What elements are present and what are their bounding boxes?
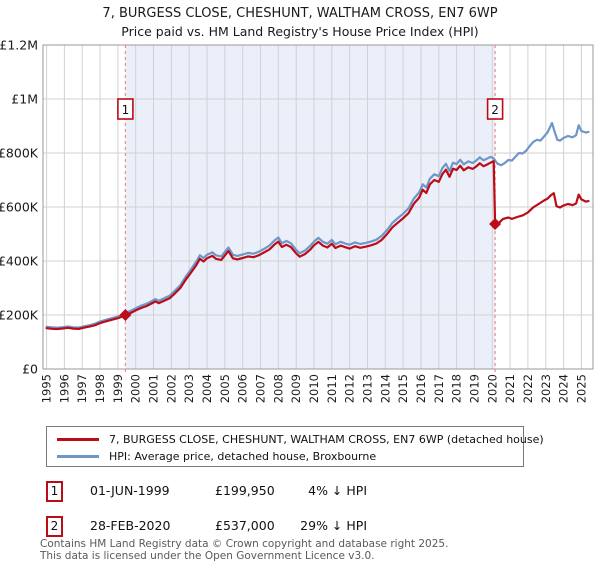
y-tick-label: £200K [0,308,39,323]
x-tick-label: 1997 [75,374,89,403]
event-1-hpi-delta: 4% ↓ HPI [267,483,367,498]
footer-line-1: Contains HM Land Registry data © Crown c… [40,539,448,551]
x-tick-label: 2004 [200,374,214,403]
x-tick-label: 2015 [396,374,410,403]
x-tick-label: 2025 [574,374,588,403]
event-2-marker: 2 [46,516,63,537]
x-tick-label: 2006 [236,374,250,403]
footer-line-2: This data is licensed under the Open Gov… [40,551,448,562]
x-tick-label: 2010 [307,374,321,403]
x-tick-label: 2002 [164,374,178,403]
legend-label-hpi: HPI: Average price, detached house, Brox… [109,450,376,463]
sale-marker-number: 2 [491,103,499,117]
x-tick-label: 2003 [182,374,196,403]
legend-label-property: 7, BURGESS CLOSE, CHESHUNT, WALTHAM CROS… [109,433,544,446]
license-footer: Contains HM Land Registry data © Crown c… [40,539,448,562]
legend-item-property: 7, BURGESS CLOSE, CHESHUNT, WALTHAM CROS… [57,431,523,448]
sale-marker-number: 1 [122,103,130,117]
x-tick-label: 2021 [503,374,517,403]
y-tick-label: £600K [0,200,39,215]
x-tick-label: 2017 [432,374,446,403]
x-tick-label: 2014 [378,374,392,403]
property-line-swatch [57,438,99,441]
y-tick-label: £1M [11,92,38,107]
hpi-line-swatch [57,455,99,458]
sale-event-row-2: 2 28-FEB-2020 £537,000 29% ↓ HPI [46,516,586,538]
event-2-hpi-delta: 29% ↓ HPI [267,518,367,533]
x-tick-label: 2001 [147,374,161,403]
legend-item-hpi: HPI: Average price, detached house, Brox… [57,448,523,465]
x-tick-label: 1999 [111,374,125,403]
event-1-price: £199,950 [215,483,275,498]
x-tick-label: 1996 [57,374,71,403]
x-tick-label: 2009 [289,374,303,403]
x-tick-label: 2020 [485,374,499,403]
x-tick-label: 2022 [521,374,535,403]
x-tick-label: 2023 [539,374,553,403]
y-tick-label: £400K [0,254,39,269]
x-tick-label: 2000 [129,374,143,403]
x-tick-label: 2013 [361,374,375,403]
event-1-marker: 1 [46,481,63,502]
x-tick-label: 2012 [343,374,357,403]
x-tick-label: 2011 [325,374,339,403]
x-tick-label: 2018 [450,374,464,403]
x-tick-label: 1995 [40,374,54,403]
y-tick-label: £1.2M [0,38,38,53]
y-tick-label: £0 [22,362,38,377]
sale-event-row-1: 1 01-JUN-1999 £199,950 4% ↓ HPI [46,481,586,503]
x-tick-label: 2005 [218,374,232,403]
event-1-date: 01-JUN-1999 [90,483,170,498]
y-tick-label: £800K [0,146,39,161]
x-tick-label: 2007 [254,374,268,403]
x-tick-label: 2008 [271,374,285,403]
x-tick-label: 2016 [414,374,428,403]
x-tick-label: 1998 [93,374,107,403]
event-2-date: 28-FEB-2020 [90,518,170,533]
event-2-price: £537,000 [215,518,275,533]
chart-legend: 7, BURGESS CLOSE, CHESHUNT, WALTHAM CROS… [46,426,524,467]
x-tick-label: 2024 [557,374,571,403]
x-tick-label: 2019 [467,374,481,403]
